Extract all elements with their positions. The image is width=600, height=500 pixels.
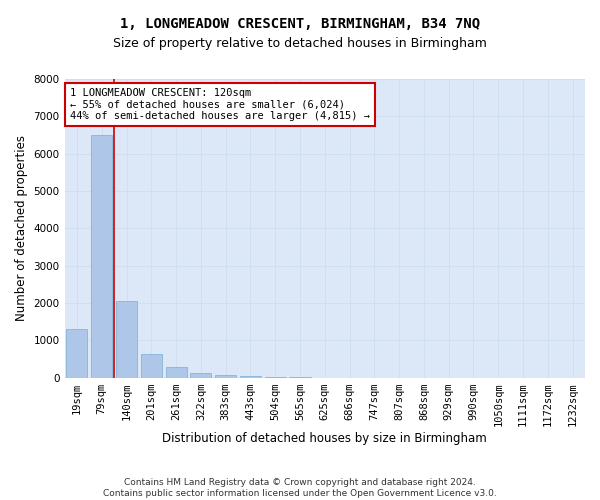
- Bar: [166, 368, 187, 378]
- Bar: [67, 330, 88, 378]
- Text: 1, LONGMEADOW CRESCENT, BIRMINGHAM, B34 7NQ: 1, LONGMEADOW CRESCENT, BIRMINGHAM, B34 …: [120, 18, 480, 32]
- Bar: [141, 354, 162, 378]
- Text: Contains HM Land Registry data © Crown copyright and database right 2024.
Contai: Contains HM Land Registry data © Crown c…: [103, 478, 497, 498]
- Bar: [91, 135, 112, 378]
- Bar: [215, 375, 236, 378]
- Y-axis label: Number of detached properties: Number of detached properties: [15, 136, 28, 322]
- Bar: [289, 377, 311, 378]
- X-axis label: Distribution of detached houses by size in Birmingham: Distribution of detached houses by size …: [163, 432, 487, 445]
- Text: Size of property relative to detached houses in Birmingham: Size of property relative to detached ho…: [113, 38, 487, 51]
- Bar: [190, 373, 211, 378]
- Bar: [116, 302, 137, 378]
- Text: 1 LONGMEADOW CRESCENT: 120sqm
← 55% of detached houses are smaller (6,024)
44% o: 1 LONGMEADOW CRESCENT: 120sqm ← 55% of d…: [70, 88, 370, 121]
- Bar: [240, 376, 261, 378]
- Bar: [265, 377, 286, 378]
